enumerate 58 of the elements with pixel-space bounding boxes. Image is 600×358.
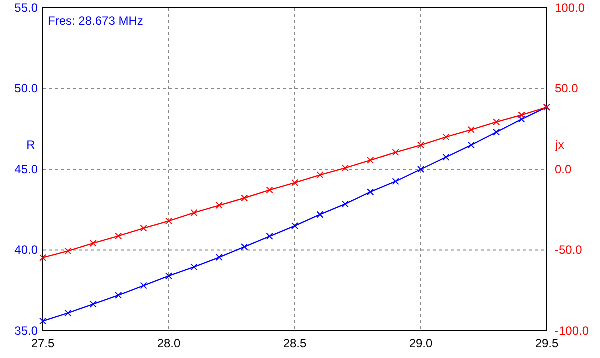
- point: [442, 134, 450, 141]
- point: [140, 282, 148, 290]
- point: [418, 142, 424, 149]
- point: [216, 202, 223, 210]
- point: [40, 318, 46, 325]
- point: [90, 240, 97, 247]
- annotation: Fres: 28.673 MHz: [48, 14, 144, 28]
- y2-axis-title: jx: [554, 138, 564, 152]
- y2-tick-label: 0.0: [555, 162, 572, 176]
- point: [392, 178, 400, 186]
- point: [493, 118, 500, 126]
- point: [90, 300, 97, 308]
- point: [115, 292, 122, 299]
- y-tick-label: 45.0: [14, 162, 38, 176]
- x-tick-label: 29.5: [535, 336, 559, 351]
- point: [216, 254, 223, 262]
- point: [115, 232, 122, 240]
- point: [316, 211, 324, 218]
- x-tick-label: 28.0: [157, 336, 181, 351]
- point: [442, 154, 450, 161]
- point: [64, 310, 72, 317]
- point: [140, 224, 148, 232]
- y2-tick-label: -100.0: [555, 324, 590, 338]
- point: [166, 272, 172, 280]
- point: [367, 188, 374, 196]
- y2-tick-label: 100.0: [555, 0, 586, 15]
- y-tick-label: 35.0: [14, 324, 38, 338]
- point: [40, 254, 46, 262]
- y2-tick-label: 50.0: [555, 82, 579, 96]
- point: [518, 112, 526, 119]
- point: [292, 222, 298, 230]
- point: [266, 233, 274, 240]
- point: [190, 264, 198, 271]
- point: [518, 116, 526, 123]
- y-tick-label: 40.0: [14, 243, 38, 258]
- y-tick-label: 50.0: [14, 82, 38, 96]
- y-axis-title: R: [26, 138, 36, 152]
- x-tick-label: 29.0: [409, 336, 433, 351]
- point: [316, 172, 324, 179]
- point: [418, 166, 424, 173]
- point: [342, 200, 349, 208]
- point: [266, 186, 274, 194]
- point: [493, 128, 500, 136]
- x-tick-label: 28.5: [283, 336, 307, 351]
- x-tick-label: 27.5: [31, 336, 55, 351]
- point: [468, 142, 475, 149]
- point: [468, 126, 475, 134]
- point: [190, 209, 198, 216]
- y2-tick-label: -50.0: [555, 243, 583, 258]
- point: [166, 218, 172, 225]
- point: [292, 179, 298, 186]
- point: [342, 164, 349, 172]
- y-tick-label: 55.0: [14, 0, 38, 15]
- point: [367, 156, 374, 164]
- point: [241, 194, 248, 202]
- point: [241, 244, 248, 251]
- point: [64, 248, 72, 255]
- point: [392, 149, 400, 156]
